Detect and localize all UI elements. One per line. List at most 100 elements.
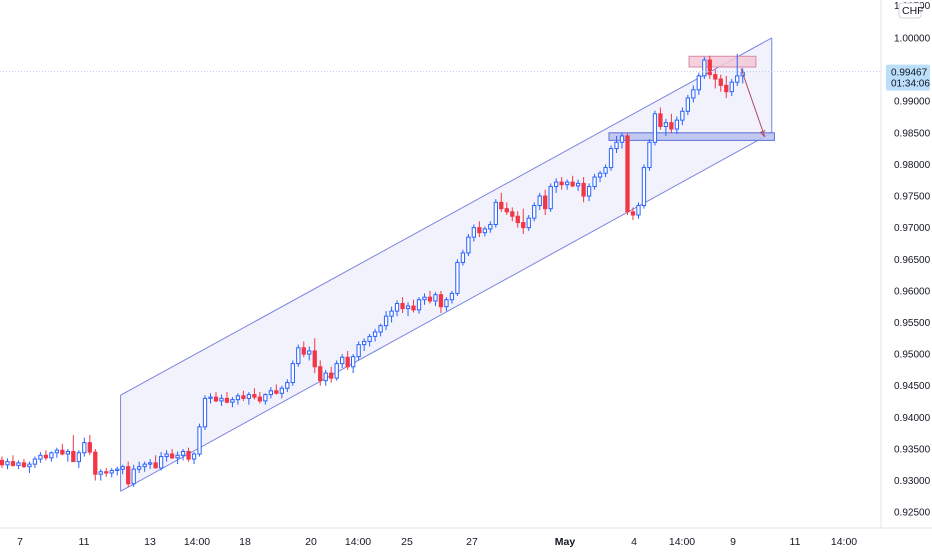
candle[interactable] (307, 346, 312, 361)
candle[interactable] (488, 221, 493, 233)
candle[interactable] (120, 464, 125, 475)
x-axis[interactable]: 7 11 13 14:00 18 20 14:00 25 27 May 4 14:00 9 11 14:00 (17, 536, 857, 548)
candle[interactable] (641, 164, 647, 209)
candle[interactable] (438, 290, 444, 314)
candle[interactable] (680, 107, 685, 126)
candle[interactable] (213, 392, 219, 403)
candle[interactable] (43, 450, 49, 461)
candle[interactable] (104, 467, 109, 477)
candle[interactable] (0, 456, 5, 468)
candle[interactable] (614, 135, 619, 154)
candle[interactable] (405, 302, 411, 317)
candle[interactable] (603, 164, 608, 178)
candle[interactable] (252, 388, 257, 400)
candle[interactable] (394, 300, 400, 317)
candle[interactable] (296, 344, 301, 367)
candle[interactable] (521, 208, 526, 234)
candle[interactable] (515, 211, 520, 228)
candle[interactable] (268, 386, 273, 399)
candle[interactable] (378, 323, 383, 337)
candle[interactable] (647, 139, 652, 171)
candle[interactable] (21, 459, 27, 468)
candle[interactable] (16, 460, 21, 470)
candle[interactable] (564, 179, 570, 190)
candle[interactable] (301, 341, 306, 358)
candle[interactable] (318, 360, 323, 386)
candle[interactable] (361, 338, 367, 351)
candle[interactable] (718, 74, 723, 92)
candle[interactable] (351, 354, 356, 374)
candle[interactable] (202, 395, 208, 430)
candle[interactable] (510, 207, 515, 222)
candle[interactable] (427, 290, 433, 304)
candle[interactable] (115, 466, 120, 476)
candle[interactable] (87, 435, 92, 456)
candle[interactable] (554, 178, 559, 193)
candle[interactable] (142, 461, 147, 472)
candle[interactable] (137, 461, 142, 473)
candle[interactable] (575, 179, 581, 191)
candle[interactable] (169, 448, 175, 460)
candle[interactable] (685, 94, 690, 116)
candle[interactable] (372, 328, 378, 342)
candle[interactable] (416, 297, 422, 314)
candle[interactable] (5, 458, 10, 470)
candle[interactable] (674, 116, 680, 135)
candle[interactable] (329, 366, 334, 383)
candle[interactable] (455, 259, 460, 296)
candle[interactable] (702, 56, 707, 80)
candle[interactable] (411, 299, 416, 313)
candle[interactable] (197, 423, 202, 457)
candle[interactable] (543, 189, 548, 215)
candle[interactable] (285, 379, 290, 393)
candle[interactable] (735, 53, 740, 86)
candle[interactable] (449, 290, 455, 304)
candle[interactable] (548, 183, 553, 212)
candle[interactable] (82, 437, 87, 457)
candle[interactable] (219, 394, 224, 406)
candle[interactable] (504, 202, 509, 215)
candle[interactable] (274, 384, 279, 395)
candle[interactable] (658, 107, 663, 130)
candle[interactable] (367, 333, 372, 347)
candle[interactable] (175, 451, 180, 465)
candle[interactable] (279, 385, 284, 399)
candle[interactable] (383, 311, 389, 331)
candle[interactable] (49, 451, 54, 462)
candle[interactable] (433, 292, 438, 307)
candle[interactable] (559, 177, 564, 190)
candle[interactable] (663, 118, 669, 136)
candle[interactable] (526, 214, 531, 231)
candle[interactable] (27, 461, 32, 473)
candle[interactable] (98, 469, 103, 481)
candle[interactable] (597, 170, 603, 183)
candle[interactable] (537, 192, 542, 210)
candle[interactable] (312, 338, 317, 374)
candle[interactable] (32, 456, 38, 468)
candle[interactable] (356, 341, 361, 361)
candle[interactable] (208, 393, 213, 404)
candle[interactable] (65, 448, 70, 462)
candle[interactable] (158, 452, 164, 471)
candle[interactable] (570, 175, 575, 188)
candle[interactable] (71, 435, 76, 463)
candle[interactable] (180, 448, 186, 461)
candle[interactable] (619, 132, 625, 149)
candle[interactable] (586, 183, 592, 202)
candle[interactable] (608, 145, 614, 171)
candle[interactable] (340, 354, 345, 369)
candle[interactable] (625, 132, 630, 215)
candle[interactable] (532, 202, 537, 222)
candles-layer[interactable] (0, 53, 745, 487)
candle[interactable] (263, 393, 268, 405)
candle[interactable] (471, 224, 477, 242)
candle[interactable] (10, 455, 16, 467)
candle[interactable] (257, 392, 263, 404)
candle[interactable] (691, 85, 696, 103)
candle[interactable] (422, 293, 427, 305)
candle[interactable] (54, 447, 60, 458)
candle[interactable] (186, 447, 191, 462)
currency-badge[interactable] (898, 2, 922, 19)
candle[interactable] (191, 452, 197, 465)
